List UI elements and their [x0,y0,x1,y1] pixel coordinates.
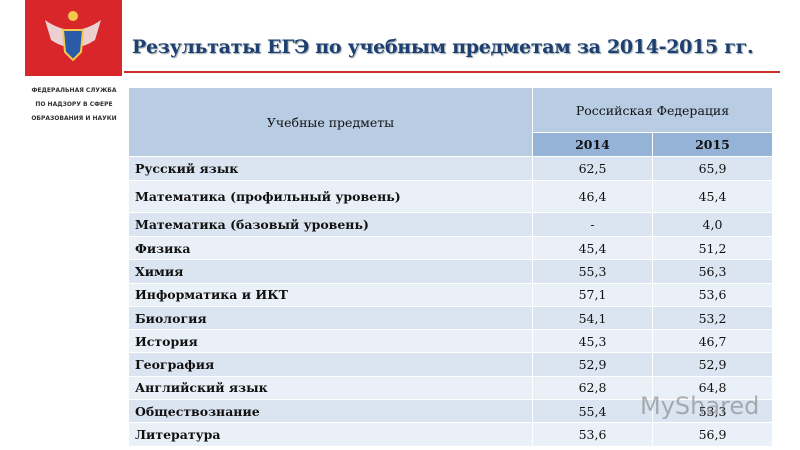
organization-line: ФЕДЕРАЛЬНАЯ СЛУЖБА [31,87,117,94]
subject-header: Учебные предметы [128,87,533,157]
logo [25,0,122,76]
subject-cell: Русский язык [128,156,533,181]
score-cell: 53,6 [652,282,773,307]
score-cell: 56,3 [652,259,773,284]
subject-cell: Математика (базовый уровень) [128,212,533,237]
score-cell: 64,8 [652,375,773,401]
score-cell: - [532,212,653,237]
table-row: Литература 53,6 56,9 [128,422,773,447]
score-cell: 52,9 [652,352,773,377]
subject-cell: Обществознание [128,399,533,424]
subject-cell: Информатика и ИКТ [128,282,533,307]
title-rule [124,71,780,73]
subject-cell: Биология [128,305,533,331]
subject-cell: Литература [128,422,533,447]
score-cell: 62,8 [532,375,653,401]
table-row: Математика (профильный уровень) 46,4 45,4 [128,180,773,213]
score-cell: 54,1 [532,305,653,331]
score-cell: 45,3 [532,329,653,354]
score-cell: 45,4 [652,180,773,213]
subject-cell: География [128,352,533,377]
table-row: География 52,9 52,9 [128,352,773,377]
organization: ФЕДЕРАЛЬНАЯ СЛУЖБА ПО НАДЗОРУ В СФЕРЕ ОБРА… [22,84,126,126]
table-row: Биология 54,1 53,2 [128,305,773,331]
score-cell: 52,9 [532,352,653,377]
subject-cell: Химия [128,259,533,284]
watermark: MyShared [640,392,760,420]
score-cell: 53,2 [652,305,773,331]
subject-cell: Английский язык [128,375,533,401]
table-row: Химия 55,3 56,3 [128,259,773,284]
organization-line: ПО НАДЗОРУ В СФЕРЕ [35,101,113,108]
table-row: История 45,3 46,7 [128,329,773,354]
title: Результаты ЕГЭ по учебным предметам за 2… [132,36,754,58]
score-cell: 53,6 [532,422,653,447]
score-cell: 55,3 [532,259,653,284]
subject-cell: История [128,329,533,354]
organization-line: ОБРАЗОВАНИЯ И НАУКИ [31,115,117,122]
table-row: Обществознание 55,4 53,3 [128,399,773,424]
year-header: 2015 [652,132,773,157]
score-cell: 46,4 [532,180,653,213]
group-header: Российская Федерация [532,87,773,133]
score-cell: 4,0 [652,212,773,237]
score-cell: 45,4 [532,235,653,261]
table-row: Математика (базовый уровень) -4,0 [128,212,773,237]
subject-cell: Математика (профильный уровень) [128,180,533,213]
results-table: Учебные предметы Российская Федерация 20… [128,87,773,447]
table-row: Физика 45,4 51,2 [128,235,773,261]
table-row: Русский язык 62,5 65,9 [128,156,773,181]
score-cell: 62,5 [532,156,653,181]
score-cell: 46,7 [652,329,773,354]
score-cell: 55,4 [532,399,653,424]
score-cell: 65,9 [652,156,773,181]
emblem [45,11,101,62]
score-cell: 57,1 [532,282,653,307]
year-header: 2014 [532,132,653,157]
table-row: Информатика и ИКТ 57,1 53,6 [128,282,773,307]
score-cell: 56,9 [652,422,773,447]
score-cell: 53,3 [652,399,773,424]
subject-cell: Физика [128,235,533,261]
score-cell: 51,2 [652,235,773,261]
